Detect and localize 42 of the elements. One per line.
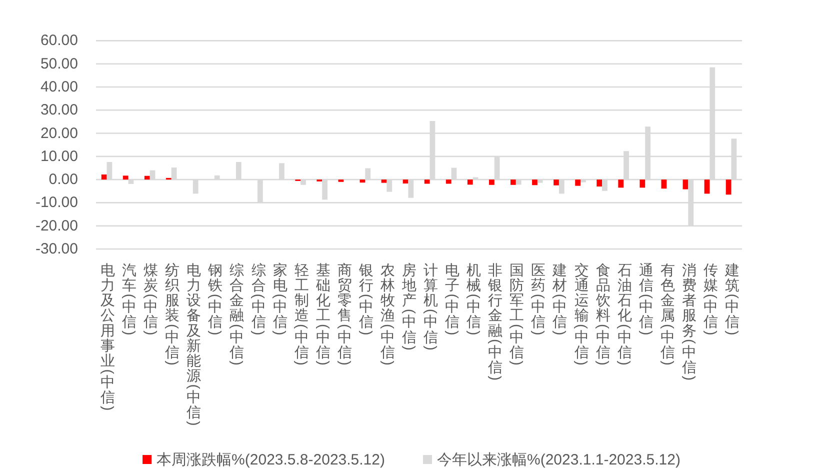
x-tick-label: 传媒(中信) [702,262,718,336]
x-tick-label: 商贸零售(中信) [336,262,352,366]
x-tick-label: 电力设备及新能源(中信) [186,262,202,426]
y-tick-label: 40.00 [40,78,78,96]
y-tick-label: 20.00 [40,124,78,142]
x-tick-label: 综合(中信) [250,262,266,336]
x-tick-label: 通信(中信) [638,262,654,336]
x-tick-label: 基础化工(中信) [314,262,331,366]
y-tick-label: 30.00 [40,102,78,119]
y-tick-label: 50.00 [40,55,78,72]
y-tick-label: 10.00 [40,148,78,165]
x-tick-label: 煤炭(中信) [142,262,159,336]
x-tick-label: 钢铁(中信) [207,262,224,336]
x-tick-label: 医药(中信) [530,262,546,336]
x-tick-label: 房地产(中信) [400,262,417,350]
x-tick-label: 消费者服务(中信) [680,262,697,381]
x-tick-label: 有色金属(中信) [659,262,676,366]
y-tick-label: 0.00 [48,171,78,188]
x-tick-label: 综合金融(中信) [228,262,245,366]
x-tick-label: 石油石化(中信) [616,262,632,366]
y-tick-label: 60.00 [40,32,78,50]
x-tick-label: 纺织服装(中信) [164,262,180,366]
x-tick-label: 农林牧渔(中信) [379,262,396,366]
x-tick-label: 电子(中信) [444,262,460,336]
legend-label: 本周涨跌幅%(2023.5.8-2023.5.12) [156,452,385,468]
x-tick-label: 银行(中信) [358,262,374,336]
x-tick-label: 国防军工(中信) [508,262,525,366]
x-tick-label: 机械(中信) [465,262,482,336]
x-tick-label: 家电(中信) [272,262,288,336]
x-tick-label: 食品饮料(中信) [594,262,611,366]
x-tick-label: 轻工制造(中信) [293,262,310,366]
y-tick-label: -10.00 [35,194,78,212]
x-tick-label: 计算机(中信) [422,262,439,350]
x-tick-label: 建材(中信) [552,262,568,336]
x-tick-label: 电力及公用事业(中信) [99,262,116,411]
x-tick-label: 建筑(中信) [724,262,740,336]
x-tick-label: 汽车(中信) [120,262,138,336]
y-tick-label: -20.00 [35,217,78,234]
y-tick-label: -30.00 [35,240,78,258]
x-tick-label: 非银行金融(中信) [487,262,504,381]
legend-label: 今年以来涨幅%(2023.1.1-2023.5.12) [437,452,680,468]
x-tick-label: 交通运输(中信) [573,262,590,366]
